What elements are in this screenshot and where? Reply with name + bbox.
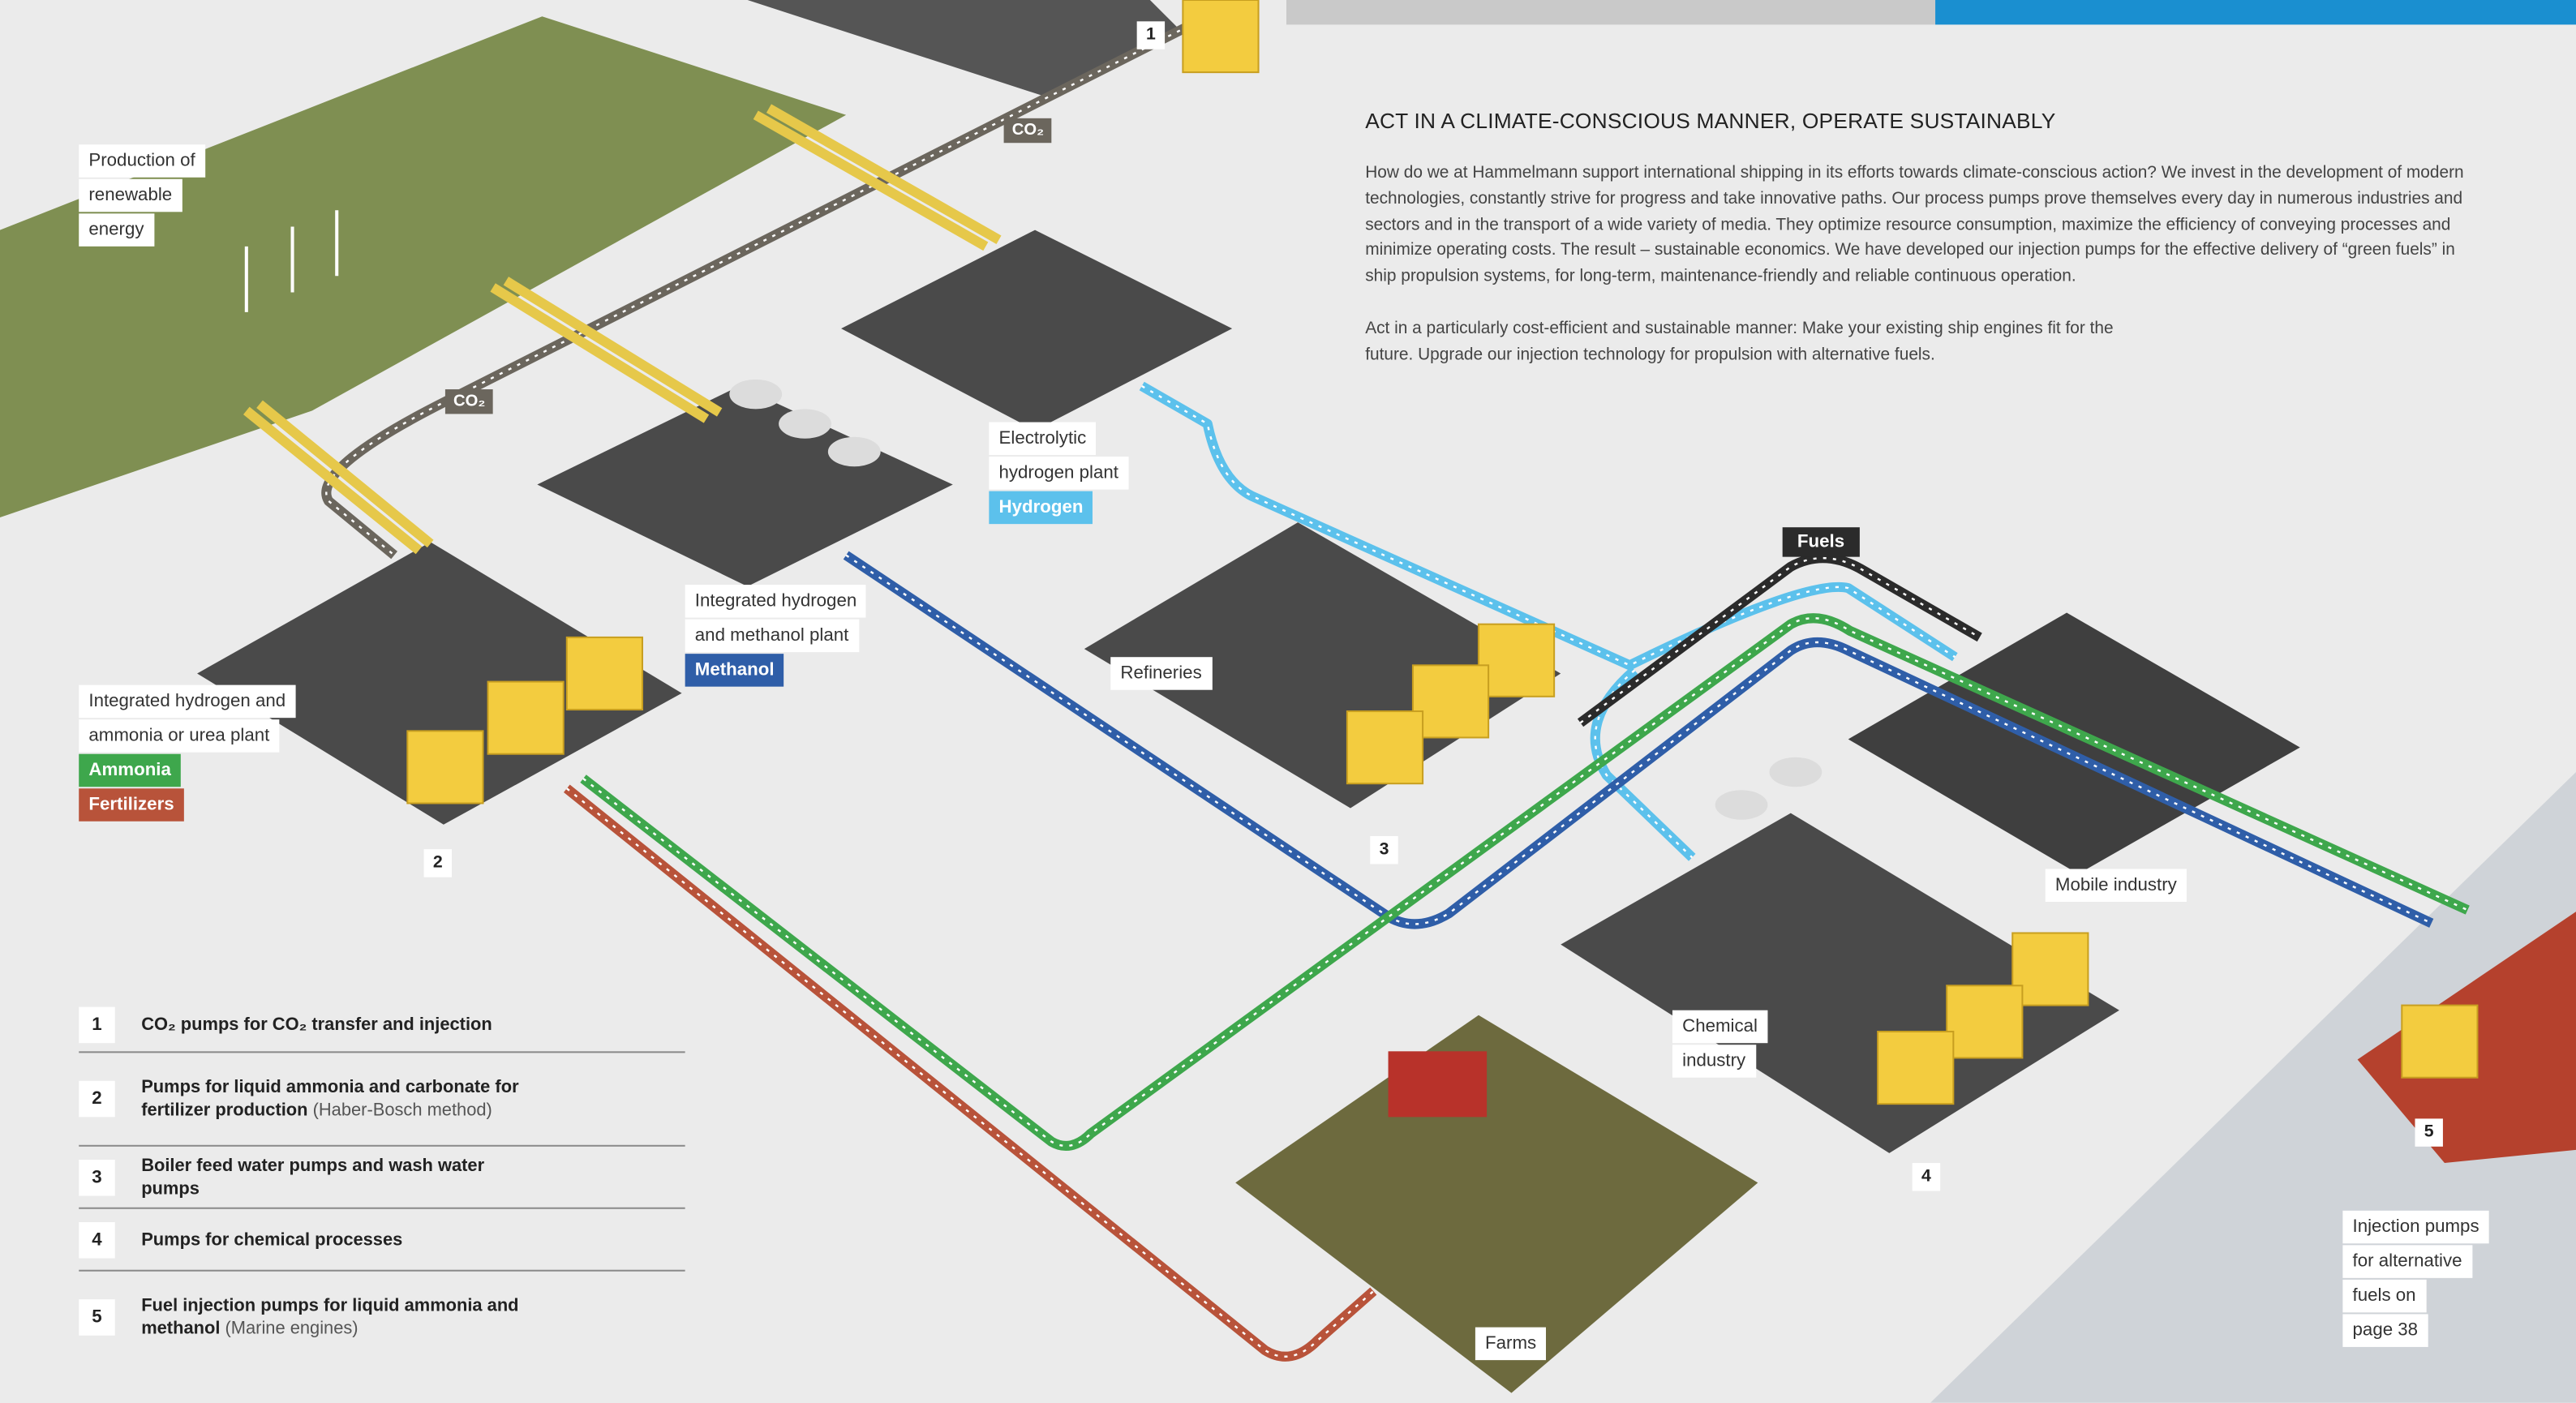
pump-unit (1479, 624, 1554, 697)
medium-tag: Hydrogen (989, 491, 1093, 525)
legend-row: 3 Boiler feed water pumps and wash water … (79, 1147, 685, 1209)
label-line: Chemical (1672, 1010, 1767, 1044)
legend-number: 1 (79, 1007, 115, 1044)
pump-marker: 5 (2415, 1118, 2442, 1146)
pump-unit (567, 637, 642, 710)
pump-unit (1183, 0, 1258, 72)
legend-text-block: Pumps for chemical processes (141, 1228, 519, 1251)
legend-row: 4 Pumps for chemical processes (79, 1209, 685, 1272)
legend-row: 2 Pumps for liquid ammonia and carbonate … (79, 1053, 685, 1146)
pump-unit (1947, 985, 2022, 1058)
pump-unit (2402, 1006, 2477, 1078)
legend-text: Boiler feed water pumps and wash water p… (141, 1156, 484, 1199)
legend-row: 1 CO₂ pumps for CO₂ transfer and injectio… (79, 999, 685, 1053)
pump-marker: 2 (424, 849, 452, 877)
medium-tag: Ammonia (79, 754, 181, 787)
tank (1715, 790, 1768, 819)
label-line: Mobile industry (2046, 869, 2187, 902)
pump-unit (2012, 933, 2088, 1005)
pump-unit (1413, 665, 1488, 737)
medium-tag: Fertilizers (79, 788, 184, 822)
label-line: fuels on (2342, 1280, 2425, 1313)
label-line: Refineries (1110, 657, 1212, 690)
legend-number: 4 (79, 1221, 115, 1258)
tank (1769, 757, 1822, 787)
label-line: Integrated hydrogen (685, 585, 867, 618)
photo-strip (1935, 0, 2576, 24)
pump-marker: 3 (1370, 836, 1397, 864)
legend-note: (Marine engines) (225, 1319, 358, 1338)
site-label: Farms (1475, 1328, 1546, 1361)
label-line: hydrogen plant (989, 457, 1128, 490)
legend-number: 5 (79, 1299, 115, 1336)
paragraph: Act in a particularly cost-efficient and… (1365, 317, 2137, 369)
label-line: Integrated hydrogen and (79, 685, 295, 719)
legend-text: CO₂ pumps for CO₂ transfer and injection (141, 1015, 492, 1035)
pipe-label: CO₂ (1004, 118, 1053, 143)
label-line: and methanol plant (685, 620, 859, 653)
pump-unit (488, 682, 564, 754)
legend: 1 CO₂ pumps for CO₂ transfer and injectio… (79, 999, 685, 1364)
pump-unit (1878, 1032, 1953, 1104)
legend-number: 2 (79, 1081, 115, 1118)
label-line: industry (1672, 1045, 1755, 1078)
label-line: for alternative (2342, 1245, 2471, 1278)
legend-text: Pumps for chemical processes (141, 1229, 402, 1249)
paragraph: How do we at Hammelmann support internat… (1365, 161, 2482, 290)
site-label: Refineries (1110, 657, 1212, 690)
label-line: Injection pumps (2342, 1211, 2488, 1244)
label-line: energy (79, 213, 153, 247)
photo-strip (1286, 0, 1935, 24)
pump-marker: 1 (1137, 21, 1165, 49)
pump-unit (407, 731, 483, 803)
top-plant (748, 0, 1183, 99)
legend-row: 5 Fuel injection pumps for liquid ammonia… (79, 1272, 685, 1363)
scaled-canvas: ACT IN A CLIMATE-CONSCIOUS MANNER, OPERA… (0, 0, 2576, 1403)
pump-marker: 4 (1913, 1163, 1940, 1191)
legend-text-block: Fuel injection pumps for liquid ammonia … (141, 1294, 519, 1341)
tank (779, 409, 831, 438)
medium-tag: Methanol (685, 654, 784, 687)
label-line: Electrolytic (989, 423, 1096, 456)
legend-text-block: Pumps for liquid ammonia and carbonate f… (141, 1076, 519, 1122)
methanol-plant (537, 386, 952, 586)
page: ACT IN A CLIMATE-CONSCIOUS MANNER, OPERA… (0, 0, 2576, 1403)
pipe-label: Fuels (1783, 527, 1860, 556)
tank (729, 380, 782, 409)
legend-text-block: Boiler feed water pumps and wash water p… (141, 1154, 519, 1200)
pump-unit (1347, 711, 1423, 783)
pipe-label: CO₂ (445, 389, 494, 414)
barn (1389, 1051, 1488, 1117)
site-label: Mobile industry (2046, 869, 2187, 902)
legend-number: 3 (79, 1159, 115, 1195)
tank (828, 437, 881, 466)
heading: ACT IN A CLIMATE-CONSCIOUS MANNER, OPERA… (1365, 109, 2055, 133)
legend-text-block: CO₂ pumps for CO₂ transfer and injection (141, 1014, 519, 1036)
label-line: Production of (79, 144, 205, 178)
label-line: Farms (1475, 1328, 1546, 1361)
label-line: page 38 (2342, 1314, 2428, 1347)
label-line: renewable (79, 179, 182, 212)
legend-note: (Haber-Bosch method) (313, 1101, 492, 1120)
label-line: ammonia or urea plant (79, 719, 279, 753)
